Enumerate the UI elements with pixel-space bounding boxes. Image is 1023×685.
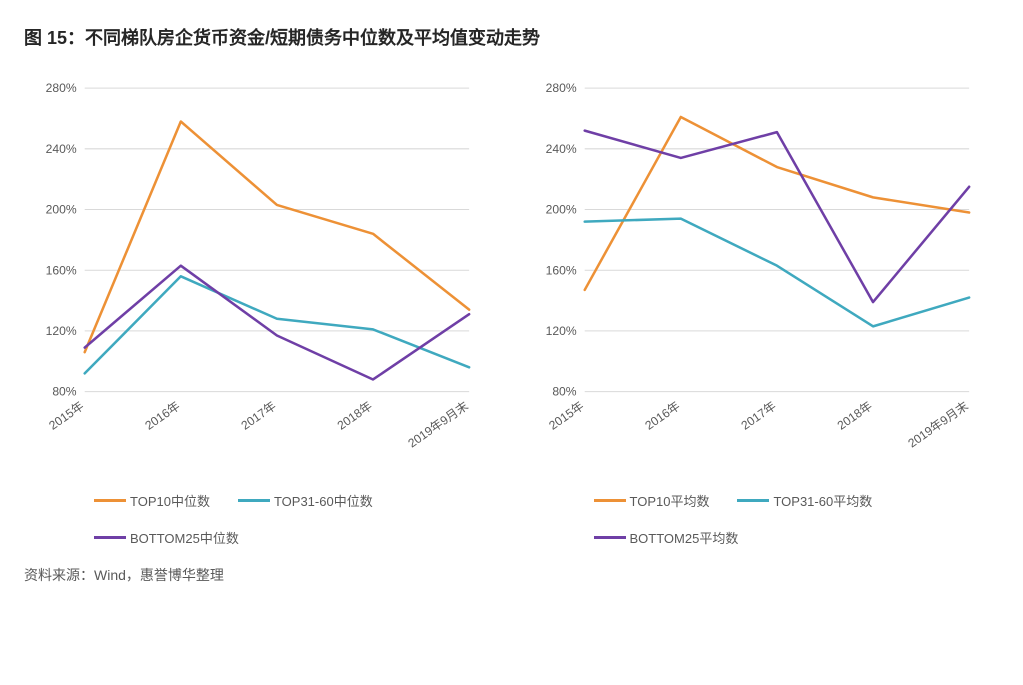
x-tick-label: 2017年 — [239, 399, 279, 433]
series-line — [85, 276, 469, 373]
source-note: 资料来源：Wind，惠誉博华整理 — [24, 565, 999, 585]
legend-label: BOTTOM25中位数 — [130, 528, 239, 547]
x-tick-label: 2016年 — [642, 399, 682, 433]
y-tick-label: 200% — [46, 203, 77, 217]
x-tick-label: 2019年9月末 — [905, 399, 970, 451]
legend-left: TOP10中位数 TOP31-60中位数 BOTTOM25中位数 — [24, 491, 500, 547]
legend-swatch — [737, 499, 769, 502]
legend-swatch — [94, 499, 126, 502]
series-line — [85, 266, 469, 380]
y-tick-label: 200% — [545, 203, 576, 217]
legend-item: TOP10平均数 — [594, 491, 710, 510]
legend-swatch — [594, 536, 626, 539]
x-tick-label: 2018年 — [335, 399, 375, 433]
series-line — [584, 219, 968, 327]
x-axis-labels: 2015年 2016年 2017年 2018年 2019年9月末 — [46, 399, 471, 451]
legend-label: TOP10平均数 — [630, 491, 710, 510]
chart-right-plot: 80%120%160%200%240%280%2015年2016年2017年20… — [545, 81, 970, 450]
y-tick-label: 80% — [552, 385, 576, 399]
y-tick-label: 280% — [46, 81, 77, 95]
x-axis-labels: 2015年 2016年 2017年 2018年 2019年9月末 — [546, 399, 971, 451]
series-line — [584, 117, 968, 290]
legend-label: BOTTOM25平均数 — [630, 528, 739, 547]
y-tick-label: 160% — [46, 263, 77, 277]
y-tick-label: 80% — [52, 385, 76, 399]
x-tick-label: 2016年 — [142, 399, 182, 433]
x-tick-label: 2018年 — [834, 399, 874, 433]
y-tick-label: 240% — [545, 142, 576, 156]
legend-item: BOTTOM25平均数 — [594, 528, 739, 547]
chart-left-median: 80%120%160%200%240%280%2015年2016年2017年20… — [24, 78, 500, 547]
y-tick-label: 120% — [545, 324, 576, 338]
chart-right-mean: 80%120%160%200%240%280%2015年2016年2017年20… — [524, 78, 1000, 547]
chart-left-plot: 80%120%160%200%240%280%2015年2016年2017年20… — [46, 81, 471, 450]
legend-item: TOP31-60平均数 — [737, 491, 872, 510]
legend-swatch — [594, 499, 626, 502]
legend-right: TOP10平均数 TOP31-60平均数 BOTTOM25平均数 — [524, 491, 1000, 547]
legend-swatch — [238, 499, 270, 502]
legend-item: TOP31-60中位数 — [238, 491, 373, 510]
legend-label: TOP10中位数 — [130, 491, 210, 510]
chart-right-svg: 80%120%160%200%240%280%2015年2016年2017年20… — [524, 78, 1000, 483]
legend-label: TOP31-60中位数 — [274, 491, 373, 510]
figure-title: 图 15：不同梯队房企货币资金/短期债务中位数及平均值变动走势 — [24, 24, 999, 50]
legend-item: TOP10中位数 — [94, 491, 210, 510]
y-tick-label: 240% — [46, 142, 77, 156]
x-tick-label: 2019年9月末 — [405, 399, 470, 451]
legend-item: BOTTOM25中位数 — [94, 528, 239, 547]
chart-left-svg: 80%120%160%200%240%280%2015年2016年2017年20… — [24, 78, 500, 483]
series-line — [584, 131, 968, 302]
legend-label: TOP31-60平均数 — [773, 491, 872, 510]
legend-swatch — [94, 536, 126, 539]
x-tick-label: 2015年 — [46, 399, 86, 433]
charts-row: 80%120%160%200%240%280%2015年2016年2017年20… — [24, 78, 999, 547]
y-tick-label: 280% — [545, 81, 576, 95]
x-tick-label: 2017年 — [738, 399, 778, 433]
y-tick-label: 160% — [545, 263, 576, 277]
x-tick-label: 2015年 — [546, 399, 586, 433]
y-tick-label: 120% — [46, 324, 77, 338]
